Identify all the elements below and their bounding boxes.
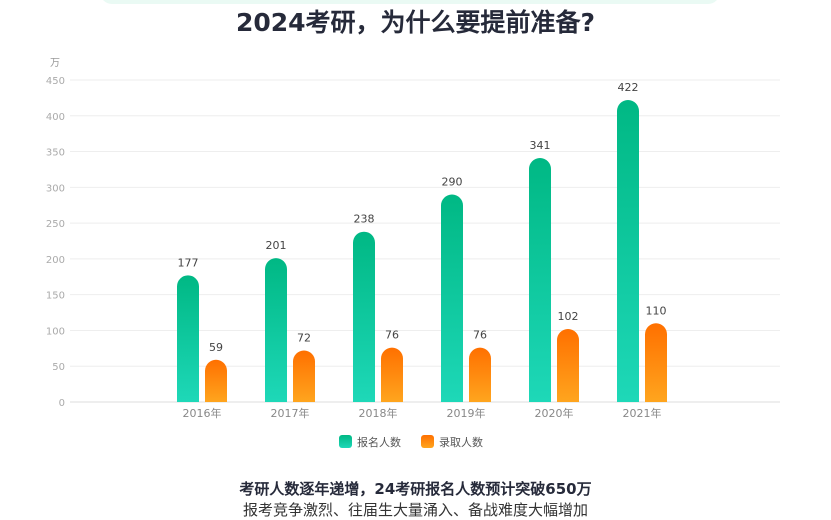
y-tick-label: 350	[46, 148, 65, 159]
legend-label: 录取人数	[439, 436, 483, 449]
y-unit-label: 万	[50, 58, 60, 69]
data-label: 59	[209, 341, 223, 354]
data-label: 76	[385, 329, 399, 342]
bar-chart: 万 0 50 100 150 200 250 300 350 400 450 2016年 177 59 20…	[46, 58, 780, 449]
bar-admissions	[557, 329, 579, 402]
data-label: 110	[646, 304, 667, 317]
y-tick-label: 200	[46, 255, 65, 266]
bar-registrations	[353, 231, 375, 402]
bar-admissions	[205, 359, 227, 402]
bar-registrations	[529, 157, 551, 402]
y-tick-label: 100	[46, 326, 65, 337]
caption-subline: 报考竞争激烈、往届生大量涌入、备战难度大幅增加	[242, 501, 588, 519]
data-label: 341	[530, 139, 551, 152]
decorative-header-strip	[100, 0, 720, 4]
bar-registrations	[177, 275, 199, 402]
data-label: 102	[558, 310, 579, 323]
bar-admissions	[381, 347, 403, 402]
data-label: 72	[297, 331, 311, 344]
data-label: 290	[442, 175, 463, 188]
x-tick-label: 2017年	[271, 406, 310, 420]
bar-admissions	[645, 323, 667, 402]
x-tick-label: 2020年	[535, 406, 574, 420]
data-label: 76	[473, 329, 487, 342]
legend-swatch	[339, 435, 352, 448]
y-tick-label: 50	[52, 362, 65, 373]
x-tick-label: 2016年	[183, 406, 222, 420]
y-tick-label: 250	[46, 219, 65, 230]
x-tick-label: 2021年	[623, 406, 662, 420]
legend-label: 报名人数	[357, 435, 401, 449]
y-tick-label: 450	[46, 76, 65, 87]
page-title: 2024考研，为什么要提前准备?	[235, 8, 596, 37]
y-tick-label: 150	[46, 291, 65, 302]
data-label: 422	[618, 81, 639, 94]
y-tick-label: 0	[59, 398, 65, 409]
bar-admissions	[469, 347, 491, 402]
data-label: 201	[266, 239, 287, 252]
x-tick-label: 2018年	[359, 406, 398, 420]
x-tick-label: 2019年	[447, 406, 486, 420]
bar-registrations	[265, 258, 287, 402]
y-tick-label: 400	[46, 112, 65, 123]
legend-swatch	[421, 435, 434, 448]
bar-registrations	[617, 100, 639, 402]
data-label: 238	[354, 213, 375, 226]
y-tick-label: 300	[46, 183, 65, 194]
data-label: 177	[178, 256, 199, 269]
bar-registrations	[441, 194, 463, 402]
bar-admissions	[293, 350, 315, 402]
caption-headline: 考研人数逐年递增，24考研报名人数预计突破650万	[239, 480, 592, 498]
